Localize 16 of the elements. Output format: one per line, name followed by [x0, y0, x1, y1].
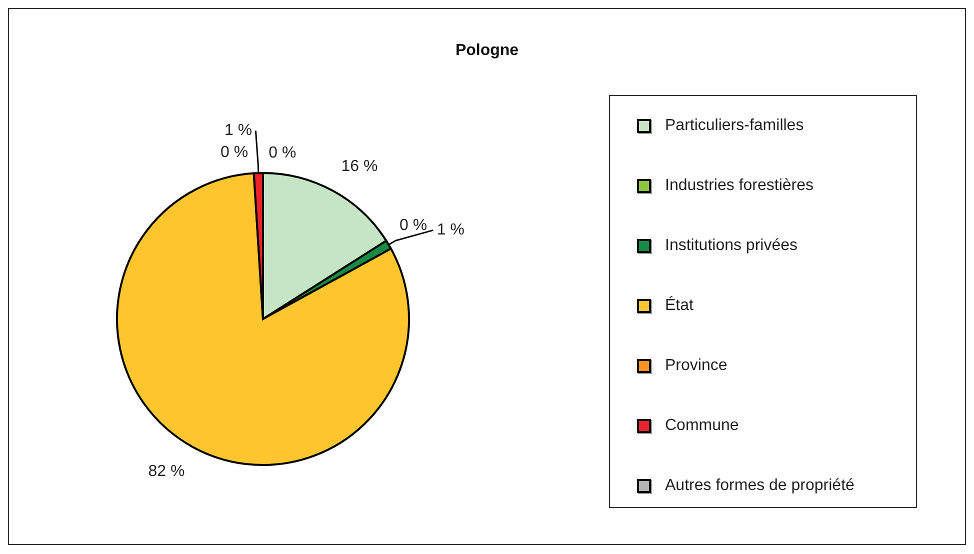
- legend-label: Autres formes de propriété: [665, 477, 854, 495]
- legend-label: Particuliers-familles: [665, 117, 804, 135]
- pie-slice: [116, 172, 410, 466]
- legend-label: Industries forestières: [665, 177, 814, 195]
- text: 0 %: [268, 144, 296, 162]
- data-label: 1 %: [224, 122, 252, 140]
- legend-label: Commune: [665, 417, 739, 435]
- legend-label: Province: [665, 357, 728, 375]
- data-label: 16 %: [341, 158, 378, 175]
- chart-title: Pologne: [454, 42, 520, 60]
- legend-label: Institutions privées: [665, 237, 798, 255]
- text: 0 %: [400, 217, 428, 234]
- legend-label: État: [665, 297, 694, 315]
- text: 0 %: [220, 144, 248, 161]
- data-label: 1 %: [436, 222, 464, 239]
- data-label: 82 %: [148, 463, 185, 480]
